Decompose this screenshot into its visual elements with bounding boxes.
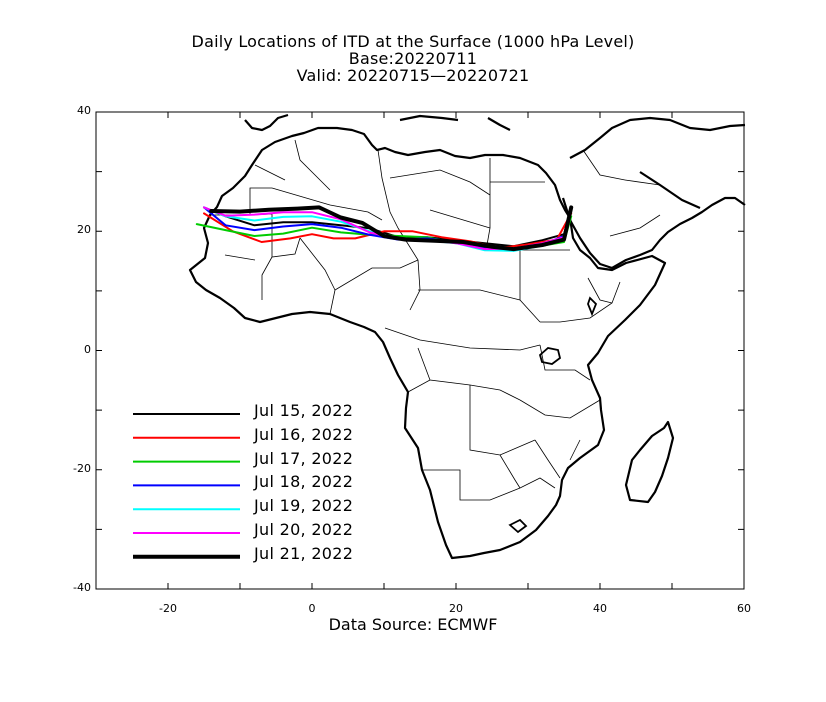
x-tick-label: -20 — [159, 602, 177, 615]
africa-landmass — [188, 113, 746, 560]
x-tick-label: 20 — [449, 602, 463, 615]
y-tick-label: -20 — [73, 461, 91, 475]
itd-line-series — [209, 205, 574, 252]
plot-frame — [95, 111, 745, 590]
legend-label: Jul 20, 2022 — [254, 520, 354, 539]
data-source: Data Source: ECMWF — [328, 615, 498, 634]
legend-label: Jul 15, 2022 — [254, 401, 354, 420]
x-tick-label: 40 — [593, 602, 607, 615]
x-tick-label: 60 — [737, 602, 751, 615]
y-tick-label: 0 — [84, 342, 91, 356]
map-title: Daily Locations of ITD at the Surface (1… — [191, 32, 635, 51]
base-date: Base:20220711 — [348, 49, 478, 68]
y-tick-label: -40 — [73, 581, 91, 594]
legend-label: Jul 17, 2022 — [254, 449, 354, 468]
itd-line-series — [203, 206, 573, 251]
valid-range: Valid: 20220715—20220721 — [296, 66, 530, 85]
axis-ticks — [95, 111, 745, 590]
y-tick-label: 20 — [77, 223, 91, 237]
lake-victoria — [508, 296, 598, 534]
y-tick-label: 40 — [77, 104, 91, 117]
legend-label: Jul 16, 2022 — [254, 425, 354, 444]
legend-label: Jul 21, 2022 — [254, 544, 354, 563]
country-borders — [210, 139, 661, 501]
legend-label: Jul 19, 2022 — [254, 496, 354, 515]
itd-line-series — [203, 212, 573, 249]
x-tick-label: 0 — [308, 602, 316, 615]
legend-swatches — [133, 413, 240, 559]
legend-label: Jul 18, 2022 — [254, 472, 354, 491]
itd-series-lines — [195, 205, 574, 252]
